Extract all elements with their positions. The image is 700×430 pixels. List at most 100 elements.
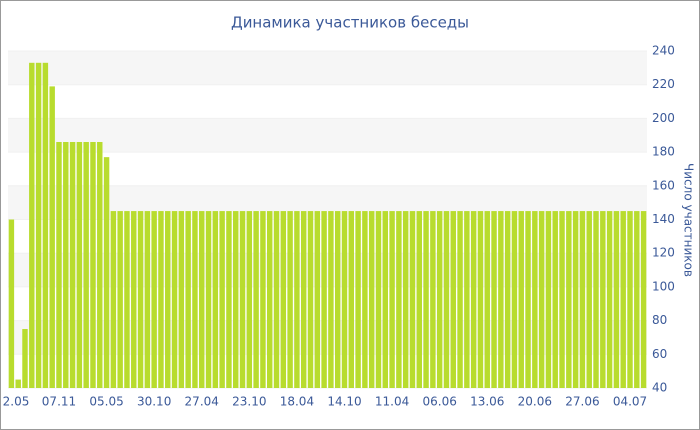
bar (131, 211, 137, 388)
bar (498, 211, 504, 388)
bar (280, 211, 287, 388)
bar (416, 211, 422, 388)
x-tick-label: 07.11 (42, 395, 76, 409)
bar (8, 219, 15, 388)
bar (22, 329, 28, 388)
bar (511, 211, 518, 388)
bar (90, 141, 96, 388)
bar (56, 141, 62, 388)
bar (375, 211, 382, 388)
bar (158, 211, 164, 388)
bar (192, 211, 198, 388)
x-tick-label: 05.05 (89, 395, 123, 409)
bar (300, 211, 307, 388)
bar (600, 211, 606, 388)
bar (253, 211, 259, 388)
bar (464, 211, 470, 388)
bar (334, 211, 341, 388)
bar (606, 211, 613, 388)
x-tick-label: 27.04 (185, 395, 219, 409)
bar (29, 62, 35, 389)
y-tick-label: 100 (652, 279, 675, 293)
bar (137, 211, 144, 388)
bar (151, 211, 157, 388)
bar (314, 211, 321, 388)
bar (63, 141, 69, 388)
bar (457, 211, 463, 388)
bar (545, 211, 552, 388)
bar (396, 211, 402, 388)
bar (49, 86, 55, 388)
bar (185, 211, 191, 388)
bar (83, 141, 89, 388)
bar (470, 211, 477, 388)
bar (348, 211, 355, 388)
bar (477, 211, 484, 388)
x-tick-label: 14.10 (327, 395, 361, 409)
bar (566, 211, 572, 388)
bar (504, 211, 511, 388)
bar (443, 211, 450, 388)
bar (627, 211, 633, 388)
bar (233, 211, 239, 388)
bar (15, 379, 21, 388)
bar (491, 211, 497, 388)
bar (538, 211, 545, 388)
x-tick-label: 30.10 (137, 395, 171, 409)
bar (586, 211, 592, 388)
bar (620, 211, 626, 388)
bar (110, 211, 117, 388)
y-tick-label: 140 (652, 212, 675, 226)
bar (178, 211, 185, 388)
x-tick-label: 20.06 (518, 395, 552, 409)
x-tick-label: 06.06 (422, 395, 456, 409)
x-tick-label: 11.04 (375, 395, 409, 409)
y-tick-label: 60 (652, 347, 667, 361)
bar (341, 211, 348, 388)
y-tick-label: 160 (652, 178, 675, 192)
bar (423, 211, 429, 388)
bar (518, 211, 524, 388)
x-tick-label: 18.04 (280, 395, 314, 409)
bar (436, 211, 443, 388)
bar (124, 211, 130, 388)
y-tick-label: 40 (652, 381, 667, 395)
y-tick-label: 120 (652, 246, 675, 260)
bar (246, 211, 253, 388)
bar (552, 211, 558, 388)
y-tick-label: 220 (652, 77, 675, 91)
bar (402, 211, 409, 388)
bar (97, 141, 103, 388)
bar (260, 211, 266, 388)
bar (287, 211, 293, 388)
grid-band (8, 118, 647, 153)
bar (76, 141, 83, 388)
bar (35, 62, 42, 389)
bar (634, 211, 640, 388)
bar (613, 211, 620, 388)
bar (409, 211, 416, 388)
x-tick-label: 27.06 (565, 395, 599, 409)
bar (266, 211, 273, 388)
x-tick-label: 04.07 (613, 395, 647, 409)
bar (219, 211, 225, 388)
bar (382, 211, 389, 388)
y-tick-label: 200 (652, 111, 675, 125)
bar (321, 211, 327, 388)
bar (355, 211, 361, 388)
bar (273, 211, 280, 388)
bar (572, 211, 579, 388)
y-tick-label: 240 (652, 44, 675, 58)
bar (307, 211, 314, 388)
bar (226, 211, 232, 388)
y-tick-label: 80 (652, 313, 667, 327)
bar (389, 211, 395, 388)
bar (165, 211, 171, 388)
bar (199, 211, 205, 388)
bar (450, 211, 456, 388)
bar (294, 211, 300, 388)
y-axis-label: Число участников (682, 163, 696, 277)
grid-band (8, 51, 647, 85)
bar (640, 211, 647, 388)
